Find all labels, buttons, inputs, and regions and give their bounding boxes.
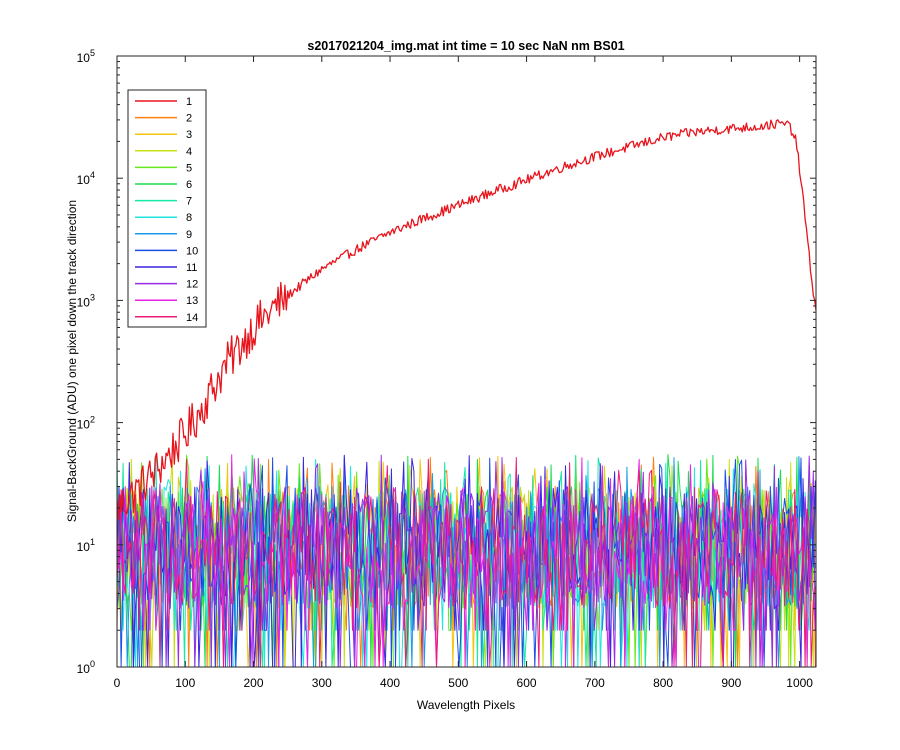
x-tick-label: 100	[175, 676, 195, 690]
series-line-1	[117, 119, 816, 521]
series-line-14	[117, 457, 816, 667]
legend-label-8: 8	[186, 212, 192, 224]
x-axis-label: Wavelength Pixels	[417, 698, 515, 712]
legend-label-2: 2	[186, 113, 192, 125]
legend-label-10: 10	[186, 245, 198, 257]
x-tick-label: 1000	[786, 676, 813, 690]
x-tick-label: 200	[244, 676, 264, 690]
axes-box	[116, 55, 817, 668]
x-tick-label: 0	[114, 676, 121, 690]
x-tick-label: 900	[721, 676, 741, 690]
series-layer	[117, 119, 816, 667]
legend-label-3: 3	[186, 129, 192, 141]
x-tick-label: 300	[312, 676, 332, 690]
x-tick-label: 600	[517, 676, 537, 690]
x-tick-label: 500	[448, 676, 468, 690]
legend-label-4: 4	[186, 146, 192, 158]
y-axis-label: Signal-BackGround (ADU) one pixel down t…	[65, 200, 79, 522]
legend-label-12: 12	[186, 279, 198, 291]
legend-label-1: 1	[186, 96, 192, 108]
ticks-layer: 0 100 200 300 400 500 600 700 800 900 100010010110…	[77, 48, 816, 690]
legend-label-9: 9	[186, 229, 192, 241]
legend-label-13: 13	[186, 295, 198, 307]
legend-box	[127, 89, 207, 328]
legend-label-5: 5	[186, 162, 192, 174]
x-tick-label: 700	[585, 676, 605, 690]
x-tick-label: 800	[653, 676, 673, 690]
legend-label-14: 14	[186, 312, 198, 324]
chart-title: s2017021204_img.mat int time = 10 sec Na…	[307, 39, 624, 53]
x-tick-label: 400	[380, 676, 400, 690]
legend-label-6: 6	[186, 179, 192, 191]
legend-label-7: 7	[186, 196, 192, 208]
legend-label-11: 11	[186, 262, 197, 274]
